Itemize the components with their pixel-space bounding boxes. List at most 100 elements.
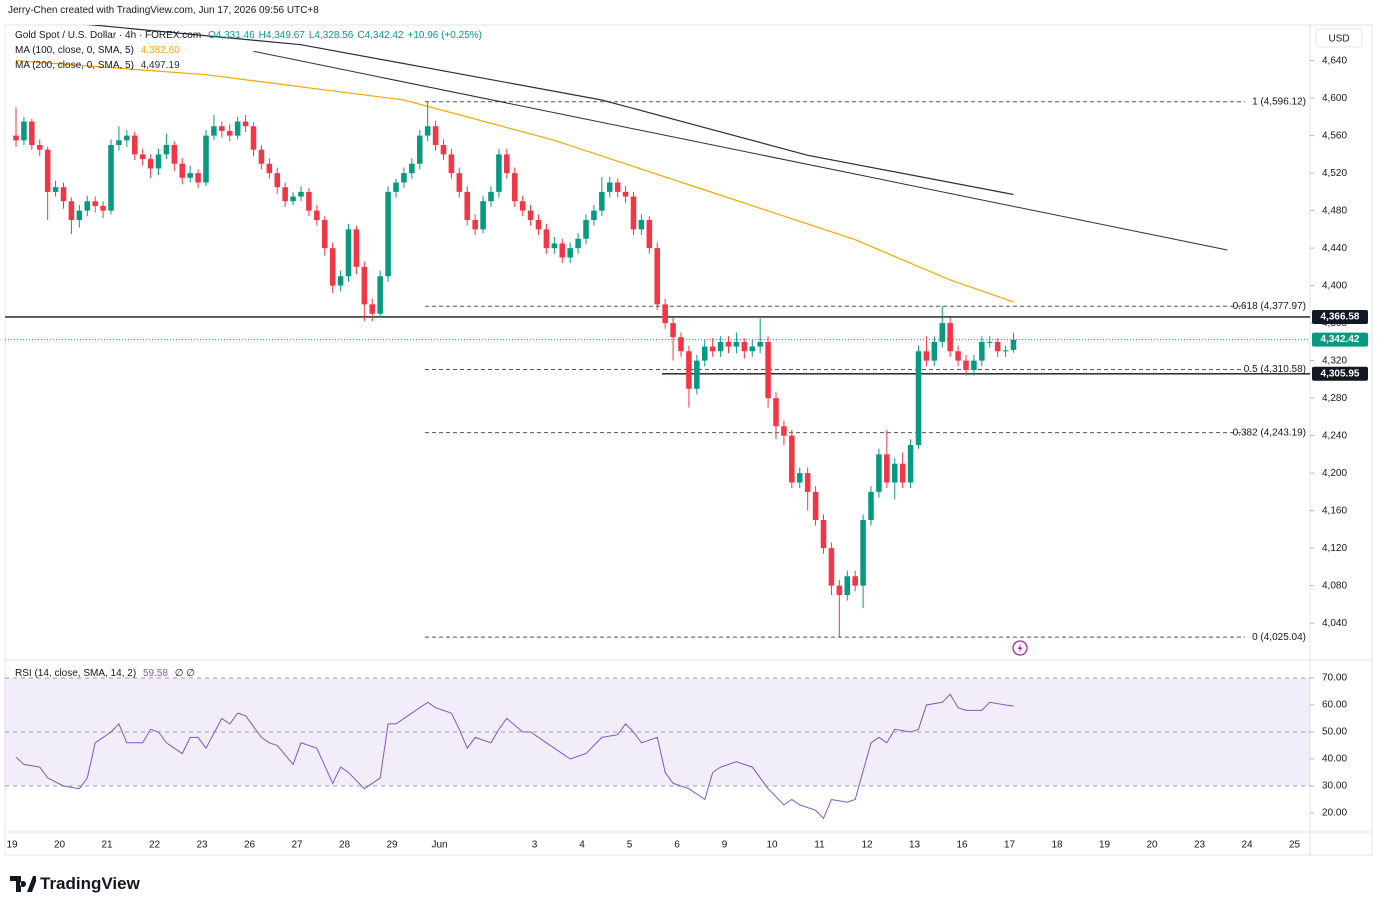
candle-body: [131, 135, 138, 155]
trend-line: [253, 50, 1228, 251]
price-label: 4,366.58: [1321, 312, 1360, 323]
candle-body: [361, 266, 368, 305]
moving-average: [86, 25, 1014, 196]
candle-body: [393, 182, 399, 192]
candle-body: [84, 201, 91, 211]
x-tick-label: 17: [1004, 840, 1016, 851]
candle-body: [543, 229, 550, 249]
price-label: 4,305.95: [1321, 368, 1360, 379]
ohlc-value: C4,342.42: [357, 30, 404, 41]
candle-body: [100, 205, 106, 211]
candle-body: [60, 187, 67, 202]
candle-body: [678, 337, 684, 352]
fib-label: 0 (4,025.04): [1252, 632, 1306, 643]
y-tick-label: 4,480: [1322, 205, 1347, 216]
candle-body: [171, 145, 178, 164]
rsi-tick-label: 70.00: [1322, 673, 1347, 684]
candle-body: [781, 426, 787, 436]
x-tick-label: 12: [861, 840, 873, 851]
candle-body: [179, 163, 186, 178]
rsi-tick-label: 60.00: [1322, 700, 1347, 711]
ma-name: MA (200, close, 0, SMA, 5): [15, 60, 134, 71]
candle-body: [21, 121, 27, 141]
candle-body: [472, 220, 478, 230]
candle-body: [456, 173, 463, 192]
candle-body: [274, 173, 281, 188]
candle-body: [899, 463, 906, 483]
candle-body: [68, 201, 75, 220]
candle-body: [139, 154, 146, 160]
candle-body: [844, 576, 851, 595]
x-tick-label: 20: [1146, 840, 1158, 851]
x-tick-label: 6: [674, 840, 680, 851]
candle-body: [812, 491, 819, 520]
main-pane: [5, 25, 1310, 638]
candle-body: [511, 173, 518, 202]
candle-body: [725, 341, 732, 347]
y-tick-label: 4,040: [1322, 618, 1347, 629]
candle-body: [298, 191, 304, 197]
candle-body: [448, 154, 455, 174]
candle-body: [496, 154, 502, 192]
y-tick-label: 4,160: [1322, 505, 1347, 516]
symbol-title: Gold Spot / U.S. Dollar · 4h · FOREX.com: [15, 30, 202, 41]
candle-body: [44, 149, 51, 192]
candle-body: [931, 341, 938, 361]
rsi-extra: ∅ ∅: [174, 668, 195, 679]
candle-body: [646, 220, 653, 249]
candle-body: [820, 520, 827, 549]
candle-body: [630, 196, 637, 230]
candle-body: [757, 341, 763, 347]
candle-body: [464, 191, 471, 220]
candle-body: [290, 196, 296, 202]
legend-ma200: MA (200, close, 0, SMA, 5) 4,497.19: [15, 60, 184, 71]
ohlc-value: +10.96 (+0.25%): [407, 30, 482, 41]
candle-body: [124, 135, 130, 141]
x-tick-label: 4: [579, 840, 585, 851]
candle-body: [733, 341, 740, 347]
candle-body: [219, 126, 225, 131]
candle-body: [559, 243, 566, 258]
x-tick-label: 20: [54, 840, 66, 851]
candle-body: [108, 145, 114, 211]
candle-body: [377, 276, 383, 314]
candle-body: [606, 182, 613, 192]
candle-body: [694, 360, 700, 389]
candle-body: [741, 341, 748, 352]
candle-body: [583, 220, 589, 239]
candle-body: [979, 341, 985, 361]
currency-box[interactable]: [1315, 28, 1363, 48]
candle-body: [52, 187, 59, 192]
x-tick-label: 10: [766, 840, 778, 851]
x-tick-label: 3: [532, 840, 538, 851]
candle-body: [234, 121, 241, 136]
candle-body: [488, 191, 494, 202]
candle-body: [401, 173, 407, 183]
candle-body: [955, 351, 961, 361]
frame: [4, 24, 1373, 856]
y-tick-label: 4,200: [1322, 468, 1347, 479]
fib-label: 0.5 (4,310.58): [1244, 364, 1306, 375]
fib-label: 0.382 (4,243.19): [1233, 427, 1306, 438]
x-tick-label: 28: [339, 840, 351, 851]
legend-main: Gold Spot / U.S. Dollar · 4h · FOREX.com…: [15, 30, 490, 41]
rsi-line: [15, 693, 1014, 820]
candle-body: [709, 346, 716, 352]
candle-body: [765, 341, 771, 399]
x-tick-label: 26: [244, 840, 256, 851]
fib-label: 0.618 (4,377.97): [1233, 301, 1306, 312]
rsi-value: 59.58: [142, 668, 168, 679]
candle-body: [923, 351, 930, 361]
x-tick-label: 19: [1099, 840, 1111, 851]
x-tick-label: Jun: [431, 840, 447, 851]
candle-body: [416, 135, 423, 164]
candle-body: [884, 454, 890, 483]
candle-body: [385, 191, 391, 277]
x-tick-label: 27: [291, 840, 303, 851]
x-tick-label: 13: [909, 840, 921, 851]
event-icon[interactable]: [1012, 640, 1028, 656]
rsi-tick-label: 20.00: [1322, 808, 1347, 819]
moving-average: [15, 60, 1014, 303]
candle-body: [939, 323, 946, 342]
